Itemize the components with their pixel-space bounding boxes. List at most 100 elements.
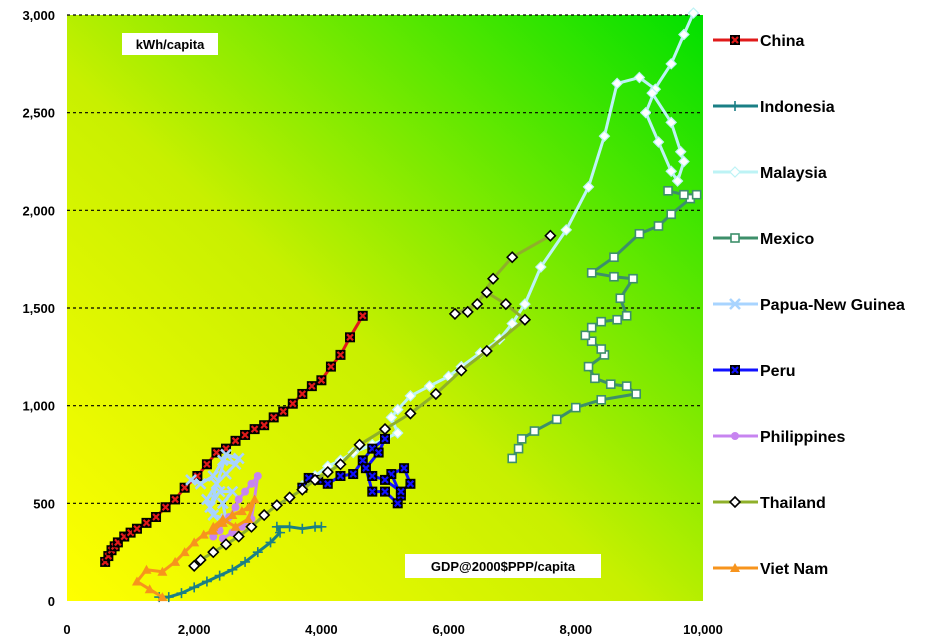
data-point [513,443,524,454]
data-point [208,521,219,531]
data-point [663,186,673,196]
legend-item: Viet Nam [713,561,828,578]
data-point [590,373,600,384]
legend-label: Indonesia [760,99,835,116]
series-thailand [188,229,557,572]
data-point [506,251,519,264]
data-point [480,286,493,299]
data-point [275,527,286,538]
data-point [455,364,468,377]
data-point [631,389,642,399]
legend: China Indonesia Malaysia Mexico Papua-New Gu… [713,33,905,578]
data-point [194,553,207,567]
data-point [691,189,702,200]
data-point [231,503,240,512]
data-point [241,487,250,496]
data-point [316,521,327,532]
data-point [729,166,741,178]
series-line [159,525,322,599]
data-point [297,523,308,534]
data-point [207,546,220,559]
x-tick-label: 6,000 [432,622,465,636]
data-point [253,471,262,480]
data-point [634,228,645,239]
legend-item: China [713,33,805,50]
data-point-cross [358,456,367,465]
data-point [653,221,664,231]
data-point-cross [161,503,170,512]
data-point [639,106,652,119]
data-point-cross [231,437,240,445]
data-point [598,130,611,142]
data-point [529,426,540,436]
data-point [609,271,619,282]
data-point [652,136,665,148]
data-point [265,537,276,548]
data-point [230,521,241,531]
series-papua-new-guinea [185,448,245,525]
data-point-cross [731,36,739,44]
data-point [570,402,581,413]
data-point [666,209,677,220]
data-point [204,501,217,514]
data-point [671,175,684,187]
data-point [185,473,197,486]
data-point [194,477,207,490]
data-point [207,470,220,482]
data-point-cross [358,312,367,320]
data-point [518,313,532,326]
data-point-cross [368,472,377,480]
data-point-cross [381,476,389,484]
data-point [252,547,263,558]
legend-label: China [760,33,805,50]
series-indonesia [154,521,327,603]
data-point [163,592,174,603]
y-tick-label: 500 [33,496,55,511]
data-point [391,403,404,416]
data-point [730,563,740,572]
data-point [728,495,742,509]
data-point [674,145,687,158]
data-point [679,189,689,200]
y-tick-label: 2,500 [22,106,55,121]
x-tick-label: 4,000 [305,622,338,636]
legend-label: Peru [760,363,796,380]
x-tick-label: 2,000 [178,622,211,636]
y-unit-label: kWh/capita [122,33,218,55]
data-point-cross [241,431,249,439]
data-point [551,414,562,425]
data-point [296,483,309,496]
data-point [499,297,512,311]
data-point-cross [731,366,739,374]
data-point [665,57,678,70]
data-point-cross [374,448,383,457]
data-point [234,495,243,504]
data-point [201,493,213,506]
data-point [612,314,622,325]
data-point [229,458,242,471]
data-point [243,513,254,523]
data-point-cross [368,487,377,496]
data-point [353,438,366,451]
data-point [240,556,251,567]
data-point [179,547,190,557]
data-point-cross [152,513,160,521]
legend-item: Mexico [713,231,814,248]
data-point [534,261,547,273]
data-point [429,387,443,401]
data-point [646,87,658,99]
data-point [628,273,638,284]
data-point [423,380,436,392]
data-point [201,576,212,587]
data-point [480,344,493,358]
data-point [271,521,282,532]
data-point [516,434,527,444]
data-point [243,502,254,512]
data-point [391,427,404,439]
data-point [220,448,232,461]
x-tick-label: 8,000 [560,622,593,636]
series-mexico [507,186,702,464]
data-point-cross [142,519,151,527]
series-line [193,234,552,567]
